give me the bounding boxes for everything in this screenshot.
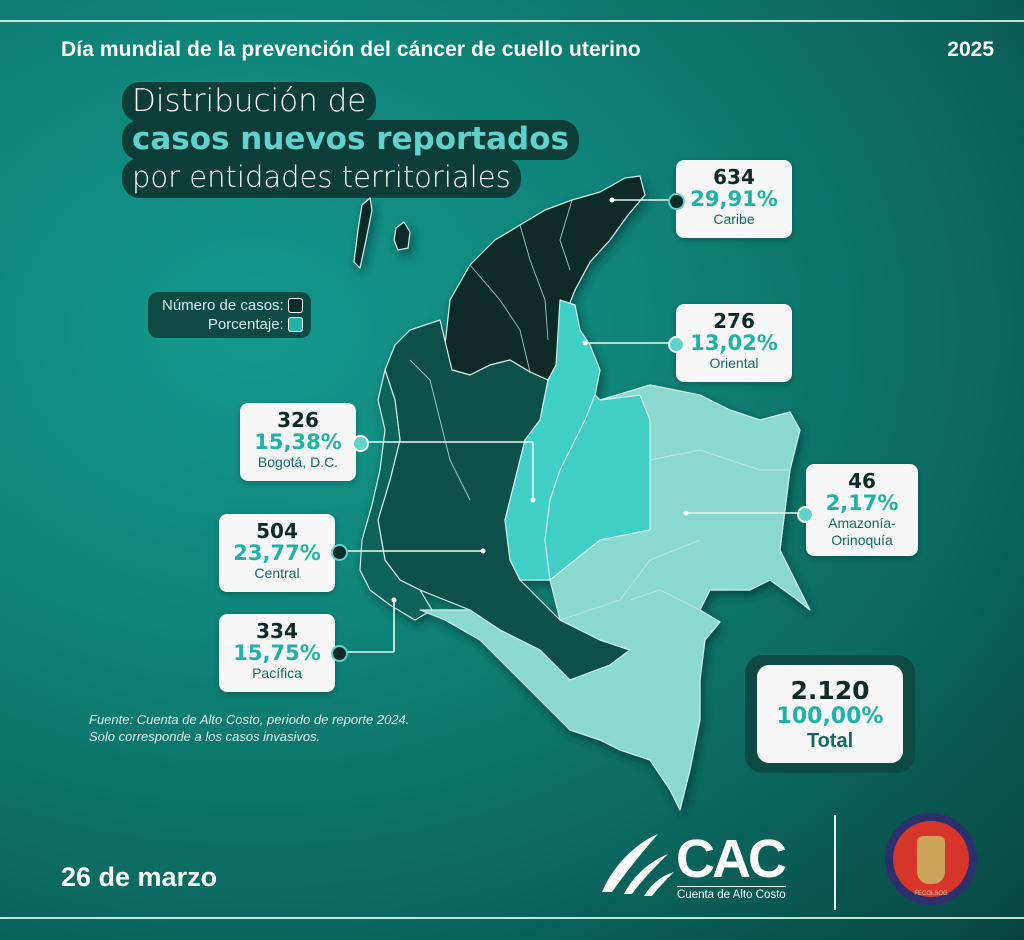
total-cases: 2.120 (790, 676, 870, 705)
region-caribe (444, 175, 646, 381)
dark-swatch-icon (287, 298, 303, 313)
bogota-label: Bogotá, D.C. (257, 454, 339, 470)
providencia-island (393, 221, 411, 251)
card-caribe: 634 29,91% Caribe (676, 160, 792, 238)
san-andres-island (353, 197, 373, 269)
cac-logo-subtitle: Cuenta de Alto Costo (677, 886, 786, 901)
oriental-label: Oriental (709, 355, 759, 371)
cac-logo-text: CAC (676, 829, 787, 889)
card-pacifica: 334 15,75% Pacífica (219, 614, 335, 692)
bogota-marker-icon (352, 435, 369, 452)
event-date: 26 de marzo (61, 862, 218, 892)
legend: Número de casos: Porcentaje: (148, 292, 311, 338)
pacifica-marker-icon (331, 645, 348, 662)
bogota-percent: 15,38% (254, 430, 342, 454)
year-label: 2025 (947, 38, 994, 61)
card-bogota: 326 15,38% Bogotá, D.C. (240, 403, 356, 481)
total-card-inner: 2.120 100,00% Total (757, 665, 903, 763)
headline-line-3: por entidades territoriales (122, 158, 521, 198)
amazonia-label-1: Amazonía- (828, 515, 896, 531)
pacifica-cases: 334 (256, 619, 298, 643)
amazonia-cases: 46 (848, 469, 876, 493)
amazonia-marker-icon (797, 506, 814, 523)
legend-cases: Número de casos: (162, 296, 303, 315)
oriental-cases: 276 (713, 309, 755, 333)
oriental-percent: 13,02% (690, 331, 778, 355)
headline-line-2: casos nuevos reportados (122, 120, 579, 160)
bottom-divider (0, 917, 1024, 919)
pacifica-label: Pacífica (252, 665, 302, 681)
amazonia-percent: 2,17% (825, 491, 899, 515)
cac-swoosh-icon (602, 834, 674, 896)
legend-cases-label: Número de casos: (162, 297, 284, 314)
region-amazonia-orinoquia (419, 384, 811, 811)
caribe-cases: 634 (713, 165, 755, 189)
source-line-2: Solo corresponde a los casos invasivos. (89, 729, 321, 744)
headline: Distribución de casos nuevos reportados … (122, 82, 579, 198)
legend-percent: Porcentaje: (162, 315, 303, 334)
seal-emblem-icon (917, 836, 945, 884)
source-note: Fuente: Cuenta de Alto Costo, periodo de… (89, 711, 409, 745)
pacifica-percent: 15,75% (233, 641, 321, 665)
central-label: Central (254, 565, 300, 581)
seal-inner (893, 821, 969, 897)
card-central: 504 23,77% Central (219, 514, 335, 592)
top-divider (0, 20, 1024, 22)
central-percent: 23,77% (233, 541, 321, 565)
total-percent: 100,00% (776, 704, 884, 729)
legend-percent-label: Porcentaje: (207, 316, 284, 333)
headline-line-1: Distribución de (122, 82, 377, 122)
card-oriental: 276 13,02% Oriental (676, 304, 792, 382)
bogota-cases: 326 (277, 408, 319, 432)
caribe-label: Caribe (713, 211, 755, 227)
amazonia-label-2: Orinoquía (831, 532, 893, 548)
fecolsog-seal-icon: FECOLSOG (885, 813, 977, 905)
seal-text: FECOLSOG (914, 891, 948, 897)
card-amazonia-orinoquia: 46 2,17% Amazonía- Orinoquía (806, 464, 918, 556)
cac-logo: CAC Cuenta de Alto Costo (596, 828, 796, 908)
total-label: Total (806, 730, 854, 752)
region-pacifica (359, 369, 433, 621)
caribe-marker-icon (668, 193, 685, 210)
caribe-percent: 29,91% (690, 187, 778, 211)
teal-swatch-icon (287, 317, 303, 332)
logo-divider (834, 815, 836, 910)
central-cases: 504 (256, 519, 298, 543)
total-card: 2.120 100,00% Total (745, 655, 915, 773)
central-marker-icon (331, 544, 348, 561)
page-title: Día mundial de la prevención del cáncer … (61, 38, 641, 61)
source-line-1: Fuente: Cuenta de Alto Costo, periodo de… (89, 712, 410, 727)
oriental-marker-icon (668, 336, 685, 353)
